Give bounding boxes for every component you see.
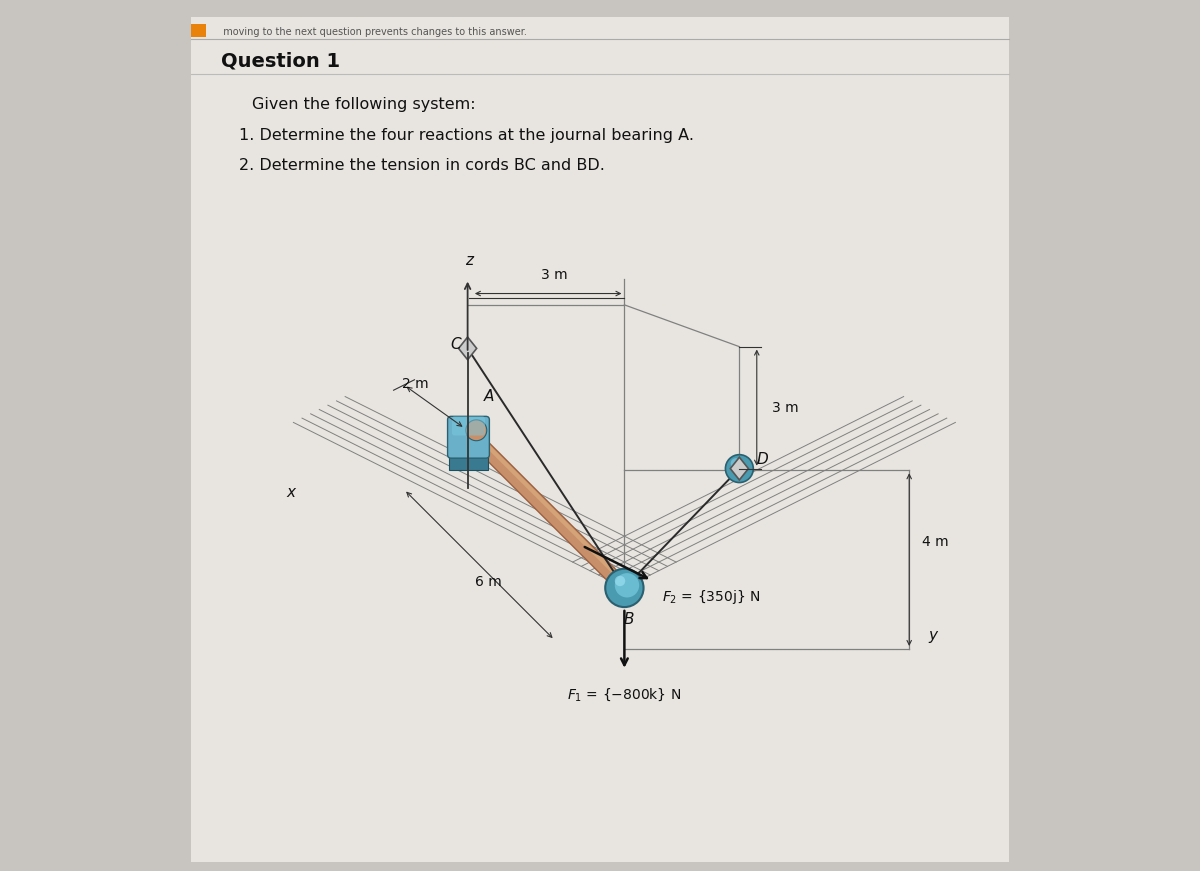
- Text: Given the following system:: Given the following system:: [252, 97, 475, 112]
- Text: C: C: [450, 336, 461, 352]
- Text: $F_1$ = {$-800$k} N: $F_1$ = {$-800$k} N: [568, 686, 682, 703]
- Bar: [191, 24, 206, 37]
- Circle shape: [726, 455, 754, 483]
- FancyBboxPatch shape: [452, 416, 485, 436]
- Text: 2. Determine the tension in cords BC and BD.: 2. Determine the tension in cords BC and…: [239, 158, 605, 173]
- Text: y: y: [929, 628, 937, 644]
- Text: A: A: [484, 389, 494, 404]
- Text: B: B: [624, 612, 634, 627]
- Circle shape: [731, 458, 742, 469]
- Polygon shape: [458, 337, 476, 360]
- Polygon shape: [731, 457, 749, 480]
- Text: 3 m: 3 m: [773, 401, 799, 415]
- Text: 6 m: 6 m: [475, 575, 502, 590]
- Text: Question 1: Question 1: [221, 51, 341, 71]
- Text: 4 m: 4 m: [923, 535, 949, 550]
- Bar: [449, 453, 487, 470]
- Circle shape: [614, 573, 640, 598]
- Text: z: z: [466, 253, 473, 268]
- Text: 1. Determine the four reactions at the journal bearing A.: 1. Determine the four reactions at the j…: [239, 127, 694, 143]
- Circle shape: [466, 420, 487, 441]
- Text: moving to the next question prevents changes to this answer.: moving to the next question prevents cha…: [217, 27, 527, 37]
- Text: D: D: [757, 452, 768, 468]
- Circle shape: [605, 569, 643, 607]
- Text: 3 m: 3 m: [541, 268, 568, 282]
- Text: $F_2$ = {350j} N: $F_2$ = {350j} N: [662, 588, 761, 605]
- Text: 2 m: 2 m: [402, 377, 428, 391]
- FancyBboxPatch shape: [448, 416, 490, 458]
- Text: x: x: [287, 484, 295, 500]
- Circle shape: [614, 576, 625, 586]
